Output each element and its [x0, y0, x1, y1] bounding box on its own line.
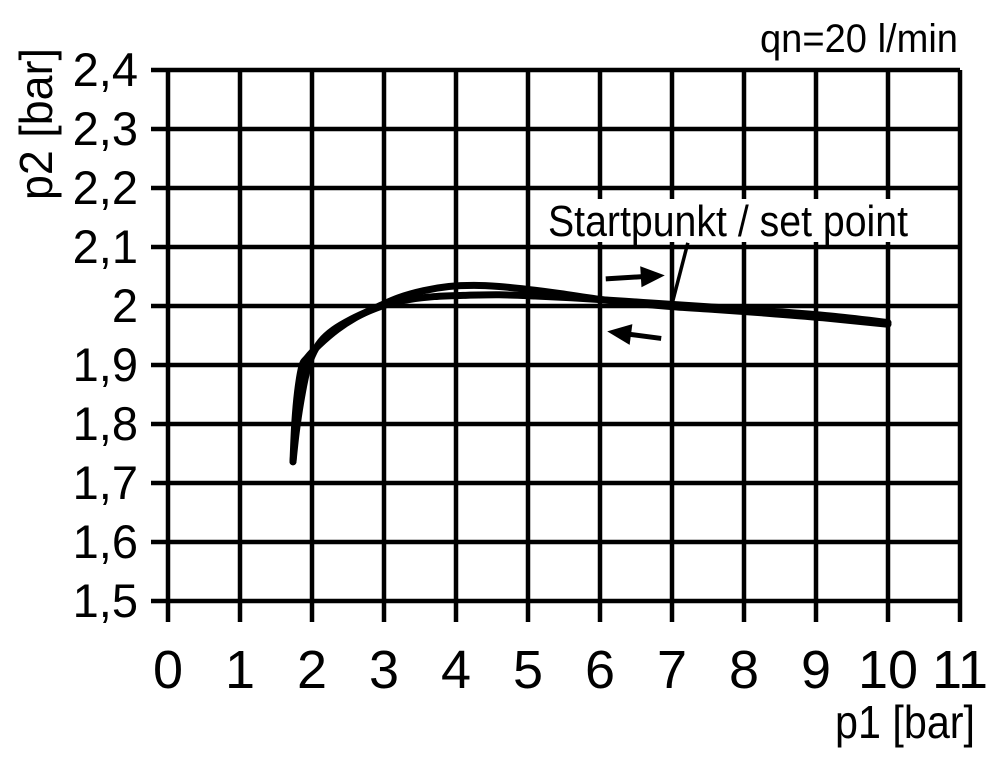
- annotation-background: [544, 199, 914, 242]
- hysteresis-curves: [289, 281, 892, 466]
- x-tick-label: 5: [513, 640, 543, 700]
- y-tick-label: 2: [112, 279, 138, 332]
- set-point-leader-line: [671, 242, 690, 302]
- x-tick-labels: 0 1 2 3 4 5 6 7 8 9 10 11: [153, 640, 988, 700]
- arrow-head-right-icon: [640, 266, 665, 288]
- y-tick-label: 2,2: [73, 161, 138, 214]
- arrow-shaft-left: [624, 331, 662, 341]
- x-tick-label: 4: [441, 640, 471, 700]
- arrow-shaft-right: [605, 273, 647, 282]
- x-tick-label: 10: [858, 640, 918, 700]
- y-tick-label: 2,4: [73, 43, 138, 96]
- x-tick-label: 9: [801, 640, 831, 700]
- y-tick-label: 2,1: [73, 220, 138, 273]
- x-tick-label: 2: [297, 640, 327, 700]
- x-tick-label: 11: [932, 640, 988, 700]
- x-tick-label: 8: [729, 640, 759, 700]
- x-axis-title: p1 [bar]: [835, 696, 975, 748]
- curve-pressure-decreasing: [289, 281, 892, 466]
- arrow-head-left-icon: [607, 324, 633, 345]
- x-tick-label: 0: [153, 640, 183, 700]
- y-axis-title: p2 [bar]: [10, 48, 62, 200]
- y-tick-label: 1,5: [73, 574, 138, 627]
- y-tick-label: 2,3: [73, 102, 138, 155]
- grid-lines: [151, 67, 963, 622]
- annotation-arrows: [605, 242, 690, 345]
- x-tick-label: 7: [657, 640, 687, 700]
- x-tick-label: 3: [369, 640, 399, 700]
- flow-rate-label: qn=20 l/min: [760, 17, 958, 61]
- y-tick-label: 1,9: [73, 338, 138, 391]
- x-tick-label: 1: [225, 640, 255, 700]
- y-tick-label: 1,7: [73, 456, 138, 509]
- y-tick-labels: 2,4 2,3 2,2 2,1 2 1,9 1,8 1,7 1,6 1,5: [73, 43, 138, 627]
- y-tick-label: 1,8: [73, 397, 138, 450]
- y-tick-label: 1,6: [73, 515, 138, 568]
- x-tick-label: 6: [585, 640, 615, 700]
- set-point-annotation-label: Startpunkt / set point: [548, 197, 908, 246]
